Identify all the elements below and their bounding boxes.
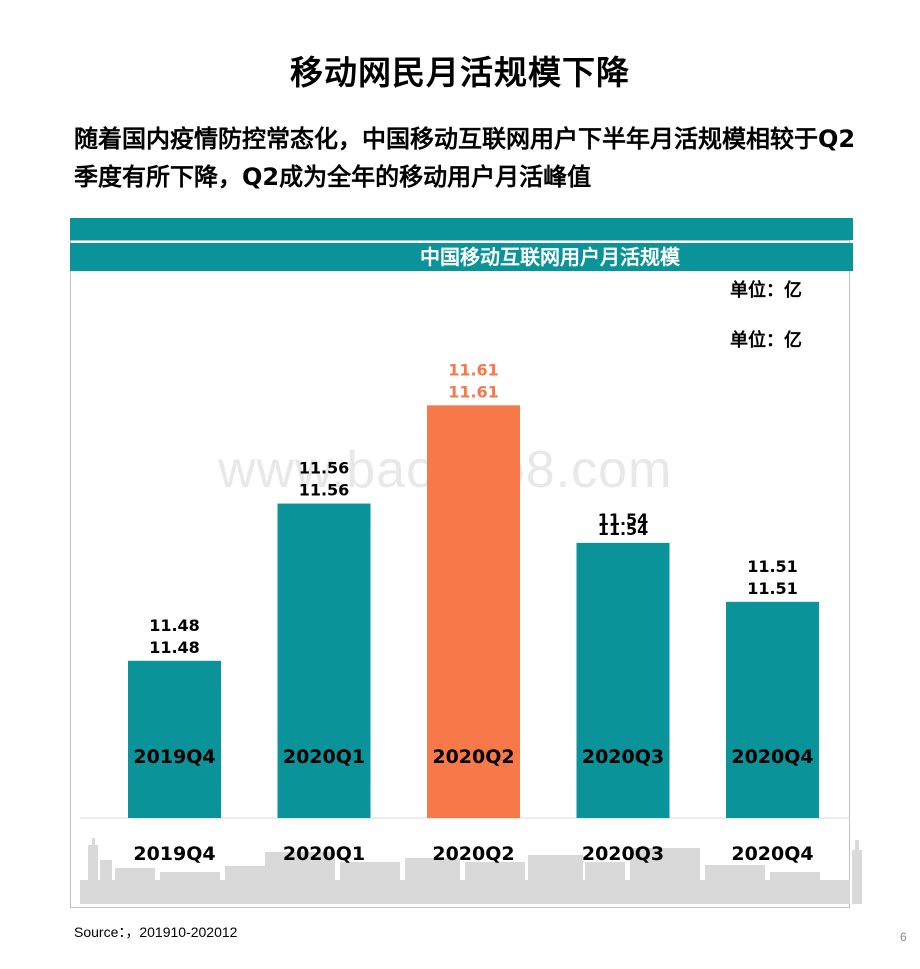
x-tick-label: 2020Q4 bbox=[731, 843, 813, 865]
x-tick-label: 2020Q3 bbox=[582, 843, 664, 865]
data-label: 11.48 bbox=[149, 616, 200, 635]
data-label: 11.56 bbox=[299, 459, 350, 478]
source-note: Source：，201910-202012 bbox=[74, 924, 238, 940]
data-label: 11.61 bbox=[448, 360, 499, 379]
x-tick-label: 2020Q1 bbox=[283, 843, 365, 865]
bar-category-label: 2020Q1 bbox=[283, 746, 365, 768]
bar-2020Q4 bbox=[726, 601, 819, 818]
page-number: 6 bbox=[900, 930, 907, 944]
data-label: 11.51 bbox=[747, 557, 798, 576]
bar-2019Q4 bbox=[128, 660, 221, 818]
data-label: 11.51 bbox=[747, 579, 798, 598]
bar-2020Q1 bbox=[277, 503, 371, 818]
unit-label: 单位：亿 bbox=[730, 280, 802, 301]
bar-2020Q3 bbox=[576, 542, 670, 818]
bar-2020Q2 bbox=[427, 405, 520, 818]
data-label: 11.61 bbox=[448, 382, 499, 401]
unit-label: 单位：亿 bbox=[730, 330, 802, 351]
subtitle: 随着国内疫情防控常态化，中国移动互联网用户下半年月活规模相较于Q2季度有所下降，… bbox=[74, 125, 856, 191]
data-label: 11.56 bbox=[299, 481, 350, 500]
data-label: 11.54 bbox=[598, 510, 649, 529]
chart-title: 中国移动互联网用户月活规模 bbox=[420, 245, 680, 269]
bar-category-label: 2020Q2 bbox=[432, 746, 514, 768]
chart-title-banner bbox=[70, 243, 853, 271]
x-tick-label: 2020Q2 bbox=[432, 843, 514, 865]
data-label: 11.54 bbox=[598, 520, 649, 539]
bar-category-label: 2020Q4 bbox=[731, 746, 813, 768]
header-bar bbox=[70, 218, 853, 240]
page-title: 移动网民月活规模下降 bbox=[290, 53, 630, 92]
chart-frame bbox=[70, 240, 850, 908]
bar-category-label: 2020Q3 bbox=[582, 746, 664, 768]
bar-category-label: 2019Q4 bbox=[133, 746, 215, 768]
x-tick-label: 2019Q4 bbox=[133, 843, 215, 865]
data-label: 11.48 bbox=[149, 638, 200, 657]
